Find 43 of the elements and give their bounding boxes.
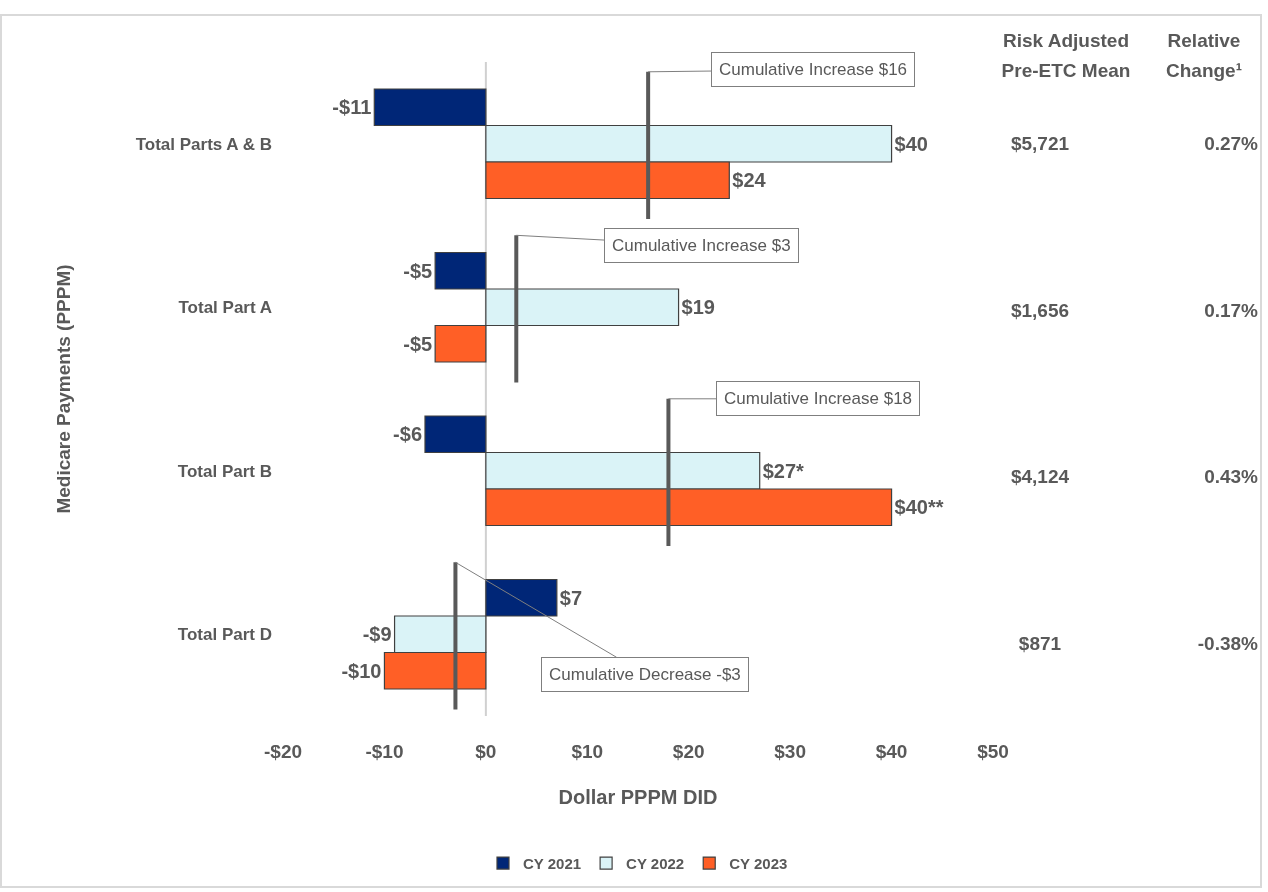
x-tick-label: $0 (475, 741, 497, 762)
text: 0.27% (1204, 133, 1258, 155)
legend-label: CY 2021 (523, 854, 582, 872)
legend-label: CY 2022 (626, 854, 685, 872)
category-label: Relative Change¹ (1165, 29, 1243, 83)
text: $4,124 (1010, 466, 1070, 488)
x-tick-label: $10 (571, 741, 604, 762)
ref-line-label: Cumulative Increase $18 (724, 389, 913, 408)
data-label: $19 (681, 296, 715, 319)
x-tick-label: -$20 (263, 741, 303, 762)
y-tick-label: Total Part A (178, 298, 272, 318)
y-tick-label: Total Parts A & B (135, 134, 272, 154)
y-tick-label: Total Part D (177, 625, 272, 645)
ref-line-label: Cumulative Increase $16 (719, 60, 908, 79)
text: $1,656 (1010, 299, 1070, 321)
x-tick-label: $20 (672, 741, 705, 762)
text: $871 (1018, 632, 1062, 654)
category-label: Risk Adjusted Pre-ETC Mean (1000, 29, 1132, 83)
ref-line-label: Cumulative Decrease -$3 (549, 665, 741, 684)
y-tick-label: Total Part B (177, 461, 272, 481)
legend-label: CY 2023 (729, 854, 788, 872)
x-tick-label: $40 (875, 741, 908, 762)
data-label: -$5 (403, 259, 433, 282)
data-label: -$11 (332, 96, 372, 119)
ref-line-label: Cumulative Increase $3 (612, 236, 791, 255)
data-label: -$6 (393, 423, 422, 446)
data-label: -$10 (341, 659, 382, 682)
data-label: $24 (732, 169, 767, 192)
text: -0.38% (1197, 632, 1258, 654)
x-tick-label: $30 (774, 741, 806, 762)
text: 0.17% (1204, 299, 1258, 321)
data-label: $40 (894, 132, 928, 155)
x-tick-label: -$10 (365, 741, 404, 762)
x-axis-title: Dollar PPPM DID (558, 785, 718, 808)
data-label: -$9 (362, 623, 392, 646)
data-label: $40** (894, 496, 944, 519)
data-label: $7 (559, 586, 583, 609)
text: 0.43% (1204, 466, 1258, 488)
x-tick-label: $50 (977, 741, 1009, 762)
data-label: -$5 (403, 332, 433, 355)
y-axis-title: Medicare Payments (PPPM) (52, 264, 74, 514)
data-label: $27* (762, 459, 805, 482)
text: $5,721 (1010, 133, 1070, 155)
